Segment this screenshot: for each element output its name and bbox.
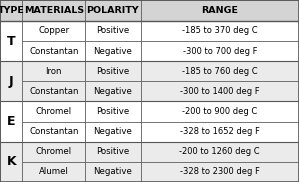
Text: Chromel: Chromel	[36, 107, 72, 116]
Text: MATERIALS: MATERIALS	[24, 6, 84, 15]
Bar	[85, 122, 141, 142]
Bar	[85, 0, 141, 21]
Text: Iron: Iron	[45, 67, 62, 76]
Text: -300 to 1400 deg F: -300 to 1400 deg F	[180, 87, 260, 96]
Bar	[0, 61, 22, 101]
Bar	[22, 102, 85, 122]
Text: TYPE: TYPE	[0, 6, 25, 15]
Text: Negative: Negative	[93, 167, 132, 176]
Text: RANGE: RANGE	[201, 6, 238, 15]
Text: -185 to 370 deg C: -185 to 370 deg C	[182, 27, 257, 35]
Bar	[85, 61, 141, 81]
Text: Positive: Positive	[96, 107, 129, 116]
Text: K: K	[6, 155, 16, 168]
Bar	[22, 21, 85, 41]
Text: Constantan: Constantan	[29, 127, 79, 136]
Text: E: E	[7, 115, 16, 128]
Text: Negative: Negative	[93, 127, 132, 136]
Text: Constantan: Constantan	[29, 87, 79, 96]
Text: Negative: Negative	[93, 87, 132, 96]
Text: Positive: Positive	[96, 67, 129, 76]
Text: Positive: Positive	[96, 147, 129, 156]
Bar	[0, 0, 22, 21]
Text: -300 to 700 deg F: -300 to 700 deg F	[182, 47, 257, 56]
Bar	[22, 81, 85, 102]
Text: -185 to 760 deg C: -185 to 760 deg C	[182, 67, 257, 76]
Text: Copper: Copper	[38, 27, 69, 35]
Bar	[141, 162, 299, 182]
Bar	[85, 142, 141, 162]
Text: -328 to 2300 deg F: -328 to 2300 deg F	[180, 167, 260, 176]
Text: T: T	[7, 35, 16, 48]
Bar	[141, 102, 299, 122]
Bar	[22, 61, 85, 81]
Bar	[85, 41, 141, 61]
Bar	[141, 122, 299, 142]
Bar	[85, 102, 141, 122]
Bar	[22, 142, 85, 162]
Bar	[141, 41, 299, 61]
Bar	[85, 21, 141, 41]
Bar	[0, 142, 22, 182]
Bar	[22, 162, 85, 182]
Bar	[141, 0, 299, 21]
Text: Chromel: Chromel	[36, 147, 72, 156]
Text: Positive: Positive	[96, 27, 129, 35]
Text: Alumel: Alumel	[39, 167, 69, 176]
Text: POLARITY: POLARITY	[86, 6, 139, 15]
Bar	[85, 81, 141, 102]
Bar	[141, 81, 299, 102]
Text: -200 to 900 deg C: -200 to 900 deg C	[182, 107, 257, 116]
Text: -328 to 1652 deg F: -328 to 1652 deg F	[180, 127, 260, 136]
Bar	[22, 122, 85, 142]
Text: J: J	[9, 75, 13, 88]
Bar	[141, 142, 299, 162]
Bar	[22, 41, 85, 61]
Bar	[22, 0, 85, 21]
Text: -200 to 1260 deg C: -200 to 1260 deg C	[179, 147, 260, 156]
Bar	[0, 102, 22, 142]
Bar	[141, 21, 299, 41]
Text: Constantan: Constantan	[29, 47, 79, 56]
Bar	[85, 162, 141, 182]
Text: Negative: Negative	[93, 47, 132, 56]
Bar	[141, 61, 299, 81]
Bar	[0, 21, 22, 61]
